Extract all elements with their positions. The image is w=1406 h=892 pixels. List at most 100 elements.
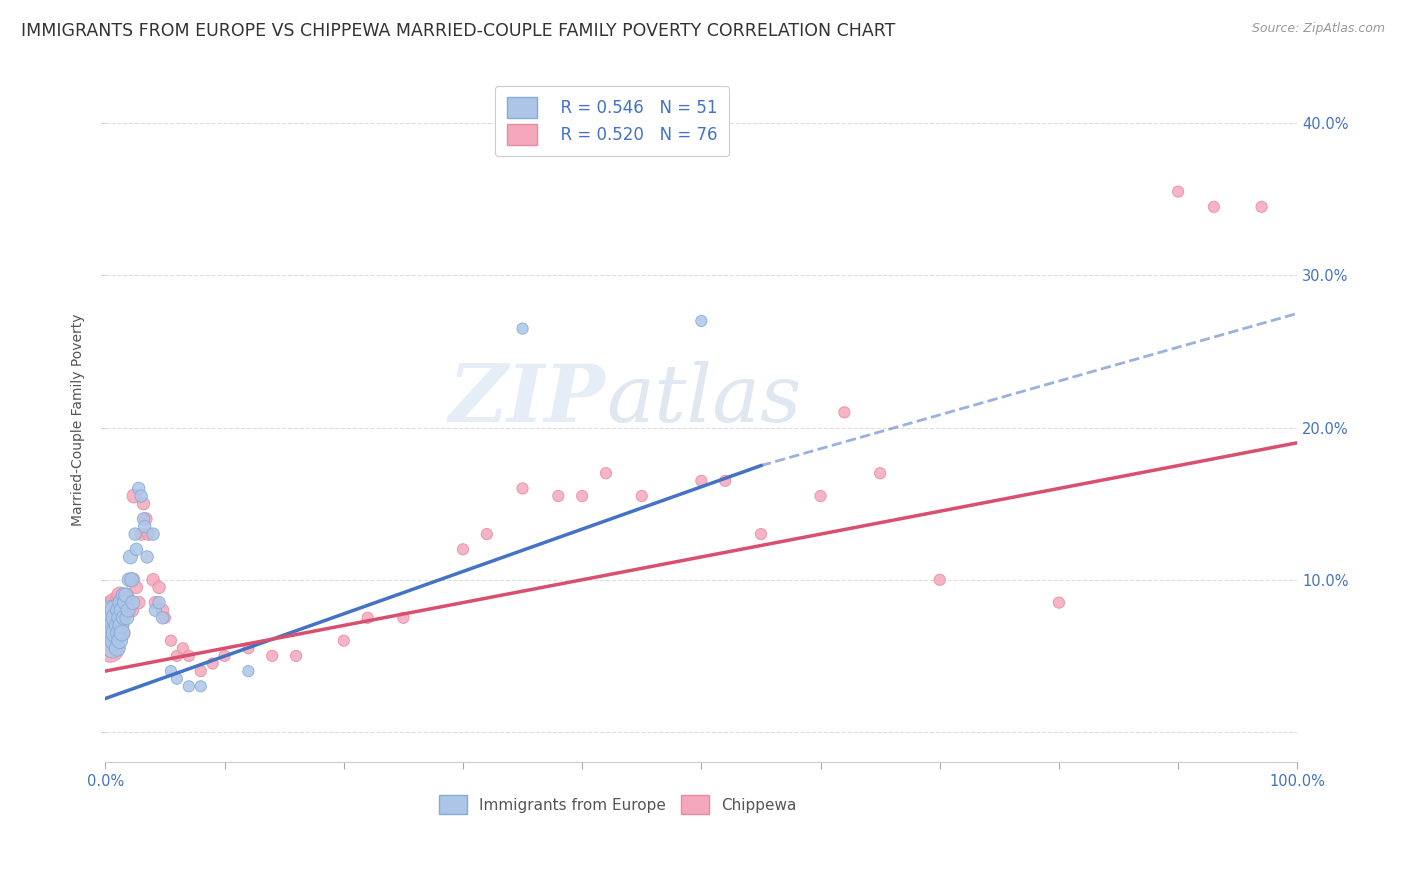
Point [101, 641, 124, 656]
Point [110, 596, 132, 610]
Point [115, 611, 138, 625]
Point [110, 618, 132, 632]
Point [104, 618, 127, 632]
Point [107, 603, 129, 617]
Point [136, 549, 159, 564]
Point [97, 618, 120, 632]
Point [98, 641, 121, 656]
Point [100, 611, 122, 625]
Point [105, 596, 128, 610]
Point [97, 618, 120, 632]
Point [118, 603, 141, 617]
Point [115, 588, 138, 602]
Point [214, 648, 236, 663]
Text: Source: ZipAtlas.com: Source: ZipAtlas.com [1251, 22, 1385, 36]
Point [100, 603, 122, 617]
Point [112, 588, 135, 602]
Point [110, 596, 132, 610]
Point [122, 489, 145, 503]
Point [101, 603, 124, 617]
Point [356, 611, 378, 625]
Y-axis label: Married-Couple Family Poverty: Married-Couple Family Poverty [72, 314, 86, 526]
Point [101, 626, 124, 640]
Point [134, 519, 156, 533]
Point [714, 474, 737, 488]
Point [117, 596, 139, 610]
Point [107, 626, 129, 640]
Point [114, 588, 136, 602]
Point [103, 626, 125, 640]
Point [105, 603, 128, 617]
Point [690, 314, 713, 328]
Point [1202, 200, 1225, 214]
Point [104, 633, 127, 648]
Point [547, 489, 569, 503]
Point [152, 611, 174, 625]
Point [114, 596, 136, 610]
Point [512, 321, 534, 335]
Point [262, 648, 284, 663]
Point [148, 580, 170, 594]
Text: atlas: atlas [606, 360, 801, 438]
Point [100, 633, 122, 648]
Point [100, 633, 122, 648]
Point [1047, 596, 1070, 610]
Point [111, 626, 134, 640]
Point [108, 588, 131, 602]
Point [595, 467, 617, 481]
Point [451, 542, 474, 557]
Point [108, 611, 131, 625]
Point [117, 603, 139, 617]
Point [128, 482, 150, 496]
Point [136, 527, 159, 541]
Point [1167, 185, 1189, 199]
Point [111, 626, 134, 640]
Point [105, 626, 128, 640]
Point [112, 588, 135, 602]
Point [107, 626, 129, 640]
Point [104, 603, 127, 617]
Point [145, 603, 167, 617]
Point [108, 633, 131, 648]
Point [98, 603, 121, 617]
Text: IMMIGRANTS FROM EUROPE VS CHIPPEWA MARRIED-COUPLE FAMILY POVERTY CORRELATION CHA: IMMIGRANTS FROM EUROPE VS CHIPPEWA MARRI… [21, 22, 896, 40]
Point [110, 618, 132, 632]
Point [120, 549, 142, 564]
Point [177, 679, 200, 693]
Point [153, 611, 176, 625]
Point [201, 657, 224, 671]
Point [103, 618, 125, 632]
Point [145, 596, 167, 610]
Point [129, 527, 152, 541]
Point [132, 497, 155, 511]
Point [112, 611, 135, 625]
Point [869, 467, 891, 481]
Point [928, 573, 950, 587]
Point [129, 489, 152, 503]
Point [512, 482, 534, 496]
Point [105, 641, 128, 656]
Point [690, 474, 713, 488]
Point [118, 573, 141, 587]
Point [285, 648, 308, 663]
Point [172, 641, 194, 656]
Point [142, 527, 165, 541]
Point [142, 573, 165, 587]
Point [630, 489, 652, 503]
Point [105, 618, 128, 632]
Point [105, 618, 128, 632]
Point [121, 573, 143, 587]
Point [107, 603, 129, 617]
Point [177, 648, 200, 663]
Point [333, 633, 356, 648]
Point [125, 580, 148, 594]
Point [160, 664, 183, 678]
Point [111, 603, 134, 617]
Point [148, 596, 170, 610]
Text: ZIP: ZIP [449, 360, 606, 438]
Point [1250, 200, 1272, 214]
Point [104, 596, 127, 610]
Point [120, 596, 142, 610]
Point [125, 542, 148, 557]
Point [160, 633, 183, 648]
